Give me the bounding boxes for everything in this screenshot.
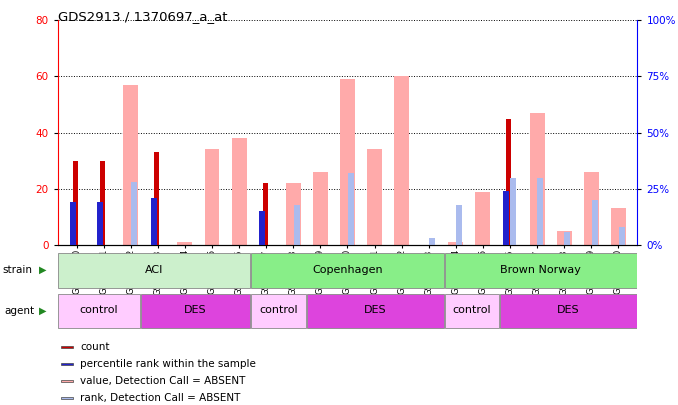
Bar [506,119,511,245]
Text: count: count [80,342,110,352]
Text: GDS2913 / 1370697_a_at: GDS2913 / 1370697_a_at [58,10,227,23]
Text: strain: strain [3,265,33,275]
Bar [591,200,597,245]
Bar [503,191,509,245]
Text: DES: DES [184,305,207,315]
Bar [123,85,138,245]
Bar [100,161,105,245]
Bar [394,77,409,245]
Bar [348,173,354,245]
Text: control: control [80,305,119,315]
Bar [252,253,443,288]
Text: Brown Norway: Brown Norway [500,264,581,275]
Bar [205,149,220,245]
Bar [313,172,328,245]
Bar [456,205,462,245]
Bar [530,113,544,245]
Text: value, Detection Call = ABSENT: value, Detection Call = ABSENT [80,376,245,386]
Bar [58,294,140,328]
Bar [448,242,463,245]
Text: Copenhagen: Copenhagen [312,264,383,275]
Bar [60,346,73,347]
Bar [151,198,157,245]
Bar [252,294,306,328]
Text: DES: DES [557,305,580,315]
Bar [538,177,543,245]
Bar [178,242,193,245]
Bar [584,172,599,245]
Text: ACI: ACI [145,264,163,275]
Text: ▶: ▶ [39,265,47,275]
Text: agent: agent [4,306,34,315]
Bar [445,253,637,288]
Bar [262,183,268,245]
Bar [131,182,137,245]
Text: rank, Detection Call = ABSENT: rank, Detection Call = ABSENT [80,393,241,403]
Bar [429,238,435,245]
Bar [611,209,626,245]
Bar [73,161,78,245]
Bar [306,294,443,328]
Bar [565,232,570,245]
Bar [367,149,382,245]
Bar [294,205,300,245]
Bar [557,231,572,245]
Bar [60,380,73,382]
Bar [340,79,355,245]
Bar [97,202,103,245]
Bar [232,138,247,245]
Text: percentile rank within the sample: percentile rank within the sample [80,359,256,369]
Bar [286,183,301,245]
Text: control: control [259,305,298,315]
Bar [155,152,159,245]
Bar [70,202,76,245]
Text: DES: DES [364,305,386,315]
Bar [618,227,624,245]
Bar [500,294,637,328]
Bar [445,294,499,328]
Bar [511,177,516,245]
Bar [60,363,73,364]
Bar [141,294,250,328]
Bar [475,192,490,245]
Text: ▶: ▶ [39,306,47,315]
Bar [60,397,73,399]
Text: control: control [452,305,491,315]
Bar [58,253,250,288]
Bar [260,211,265,245]
